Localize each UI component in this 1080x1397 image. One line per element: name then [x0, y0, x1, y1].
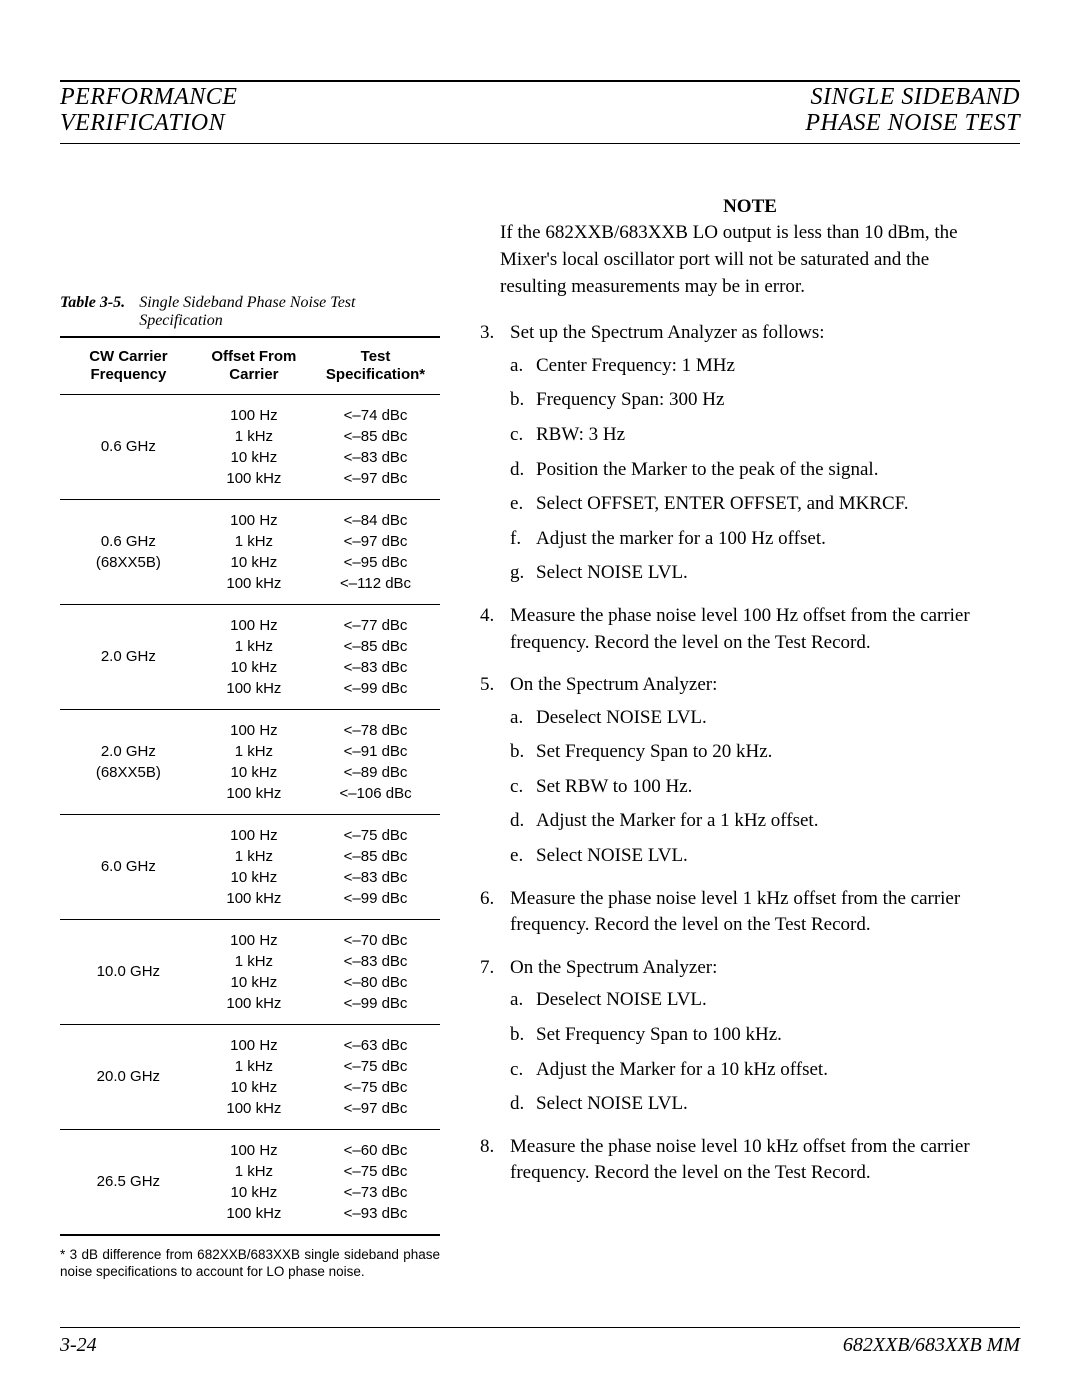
offset-cell: 100 Hz1 kHz10 kHz100 kHz: [197, 394, 311, 499]
spec-cell: <–63 dBc<–75 dBc<–75 dBc<–97 dBc: [311, 1024, 440, 1129]
table-caption-title: Single Sideband Phase Noise Test Specifi…: [139, 294, 440, 330]
substep-item: Adjust the Marker for a 10 kHz offset.: [510, 1057, 1020, 1084]
table-row: 20.0 GHz100 Hz1 kHz10 kHz100 kHz<–63 dBc…: [60, 1024, 440, 1129]
substep-item: RBW: 3 Hz: [510, 422, 1020, 449]
note-block: NOTE If the 682XXB/683XXB LO output is l…: [480, 194, 1020, 300]
table-caption: Table 3-5. Single Sideband Phase Noise T…: [60, 294, 440, 330]
step-text: Measure the phase noise level 1 kHz offs…: [510, 888, 960, 936]
freq-cell: 2.0 GHz(68XX5B): [60, 709, 197, 814]
offset-cell: 100 Hz1 kHz10 kHz100 kHz: [197, 919, 311, 1024]
substep-item: Select NOISE LVL.: [510, 843, 1020, 870]
step-item: On the Spectrum Analyzer: Deselect NOISE …: [480, 672, 1020, 870]
spec-cell: <–75 dBc<–85 dBc<–83 dBc<–99 dBc: [311, 814, 440, 919]
freq-cell: 6.0 GHz: [60, 814, 197, 919]
substep-item: Set RBW to 100 Hz.: [510, 774, 1020, 801]
note-body: If the 682XXB/683XXB LO output is less t…: [500, 220, 1000, 300]
substep-item: Frequency Span: 300 Hz: [510, 387, 1020, 414]
spec-cell: <–78 dBc<–91 dBc<–89 dBc<–106 dBc: [311, 709, 440, 814]
spec-cell: <–74 dBc<–85 dBc<–83 dBc<–97 dBc: [311, 394, 440, 499]
step-text: Measure the phase noise level 10 kHz off…: [510, 1136, 970, 1184]
steps-list: Set up the Spectrum Analyzer as follows:…: [480, 320, 1020, 1187]
step-text: Measure the phase noise level 100 Hz off…: [510, 605, 970, 653]
table-row: 2.0 GHz100 Hz1 kHz10 kHz100 kHz<–77 dBc<…: [60, 604, 440, 709]
spec-cell: <–84 dBc<–97 dBc<–95 dBc<–112 dBc: [311, 499, 440, 604]
col-header-3: Test Specification*: [311, 337, 440, 395]
substep-item: Select NOISE LVL.: [510, 560, 1020, 587]
step-text: On the Spectrum Analyzer:: [510, 674, 717, 695]
col-header-1: CW Carrier Frequency: [60, 337, 197, 395]
substep-item: Deselect NOISE LVL.: [510, 705, 1020, 732]
table-row: 2.0 GHz(68XX5B)100 Hz1 kHz10 kHz100 kHz<…: [60, 709, 440, 814]
step-text: Set up the Spectrum Analyzer as follows:: [510, 322, 825, 343]
header-left-2: VERIFICATION: [60, 110, 237, 136]
table-row: 26.5 GHz100 Hz1 kHz10 kHz100 kHz<–60 dBc…: [60, 1129, 440, 1235]
step-item: Measure the phase noise level 100 Hz off…: [480, 603, 1020, 656]
substep-item: Adjust the marker for a 100 Hz offset.: [510, 526, 1020, 553]
freq-cell: 20.0 GHz: [60, 1024, 197, 1129]
substep-item: Adjust the Marker for a 1 kHz offset.: [510, 808, 1020, 835]
step-item: Set up the Spectrum Analyzer as follows:…: [480, 320, 1020, 587]
offset-cell: 100 Hz1 kHz10 kHz100 kHz: [197, 814, 311, 919]
freq-cell: 10.0 GHz: [60, 919, 197, 1024]
substeps: Deselect NOISE LVL. Set Frequency Span to…: [510, 987, 1020, 1117]
substep-item: Set Frequency Span to 100 kHz.: [510, 1022, 1020, 1049]
substeps: Deselect NOISE LVL. Set Frequency Span to…: [510, 705, 1020, 870]
offset-cell: 100 Hz1 kHz10 kHz100 kHz: [197, 604, 311, 709]
substep-item: Position the Marker to the peak of the s…: [510, 457, 1020, 484]
footer-right: 682XXB/683XXB MM: [843, 1334, 1020, 1357]
substeps: Center Frequency: 1 MHz Frequency Span: 3…: [510, 353, 1020, 587]
freq-cell: 26.5 GHz: [60, 1129, 197, 1235]
freq-cell: 2.0 GHz: [60, 604, 197, 709]
offset-cell: 100 Hz1 kHz10 kHz100 kHz: [197, 1129, 311, 1235]
spec-cell: <–77 dBc<–85 dBc<–83 dBc<–99 dBc: [311, 604, 440, 709]
table-caption-label: Table 3-5.: [60, 294, 125, 330]
step-item: On the Spectrum Analyzer: Deselect NOISE …: [480, 955, 1020, 1118]
step-item: Measure the phase noise level 1 kHz offs…: [480, 886, 1020, 939]
header-right-2: PHASE NOISE TEST: [805, 110, 1020, 136]
page-header: PERFORMANCE VERIFICATION SINGLE SIDEBAND…: [60, 80, 1020, 144]
substep-item: Select NOISE LVL.: [510, 1091, 1020, 1118]
substep-item: Center Frequency: 1 MHz: [510, 353, 1020, 380]
freq-cell: 0.6 GHz(68XX5B): [60, 499, 197, 604]
spec-cell: <–70 dBc<–83 dBc<–80 dBc<–99 dBc: [311, 919, 440, 1024]
table-row: 10.0 GHz100 Hz1 kHz10 kHz100 kHz<–70 dBc…: [60, 919, 440, 1024]
header-right-1: SINGLE SIDEBAND: [805, 84, 1020, 110]
note-title: NOTE: [480, 194, 1020, 221]
substep-item: Select OFFSET, ENTER OFFSET, and MKRCF.: [510, 491, 1020, 518]
offset-cell: 100 Hz1 kHz10 kHz100 kHz: [197, 499, 311, 604]
table-row: 0.6 GHz(68XX5B)100 Hz1 kHz10 kHz100 kHz<…: [60, 499, 440, 604]
freq-cell: 0.6 GHz: [60, 394, 197, 499]
table-footnote: * 3 dB difference from 682XXB/683XXB sin…: [60, 1246, 440, 1281]
table-row: 6.0 GHz100 Hz1 kHz10 kHz100 kHz<–75 dBc<…: [60, 814, 440, 919]
offset-cell: 100 Hz1 kHz10 kHz100 kHz: [197, 709, 311, 814]
spec-cell: <–60 dBc<–75 dBc<–73 dBc<–93 dBc: [311, 1129, 440, 1235]
substep-item: Deselect NOISE LVL.: [510, 987, 1020, 1014]
substep-item: Set Frequency Span to 20 kHz.: [510, 739, 1020, 766]
page-footer: 3-24 682XXB/683XXB MM: [60, 1327, 1020, 1357]
offset-cell: 100 Hz1 kHz10 kHz100 kHz: [197, 1024, 311, 1129]
step-text: On the Spectrum Analyzer:: [510, 957, 717, 978]
footer-left: 3-24: [60, 1334, 97, 1357]
table-row: 0.6 GHz100 Hz1 kHz10 kHz100 kHz<–74 dBc<…: [60, 394, 440, 499]
header-left-1: PERFORMANCE: [60, 84, 237, 110]
col-header-2: Offset From Carrier: [197, 337, 311, 395]
step-item: Measure the phase noise level 10 kHz off…: [480, 1134, 1020, 1187]
spec-table: CW Carrier Frequency Offset From Carrier…: [60, 336, 440, 1236]
